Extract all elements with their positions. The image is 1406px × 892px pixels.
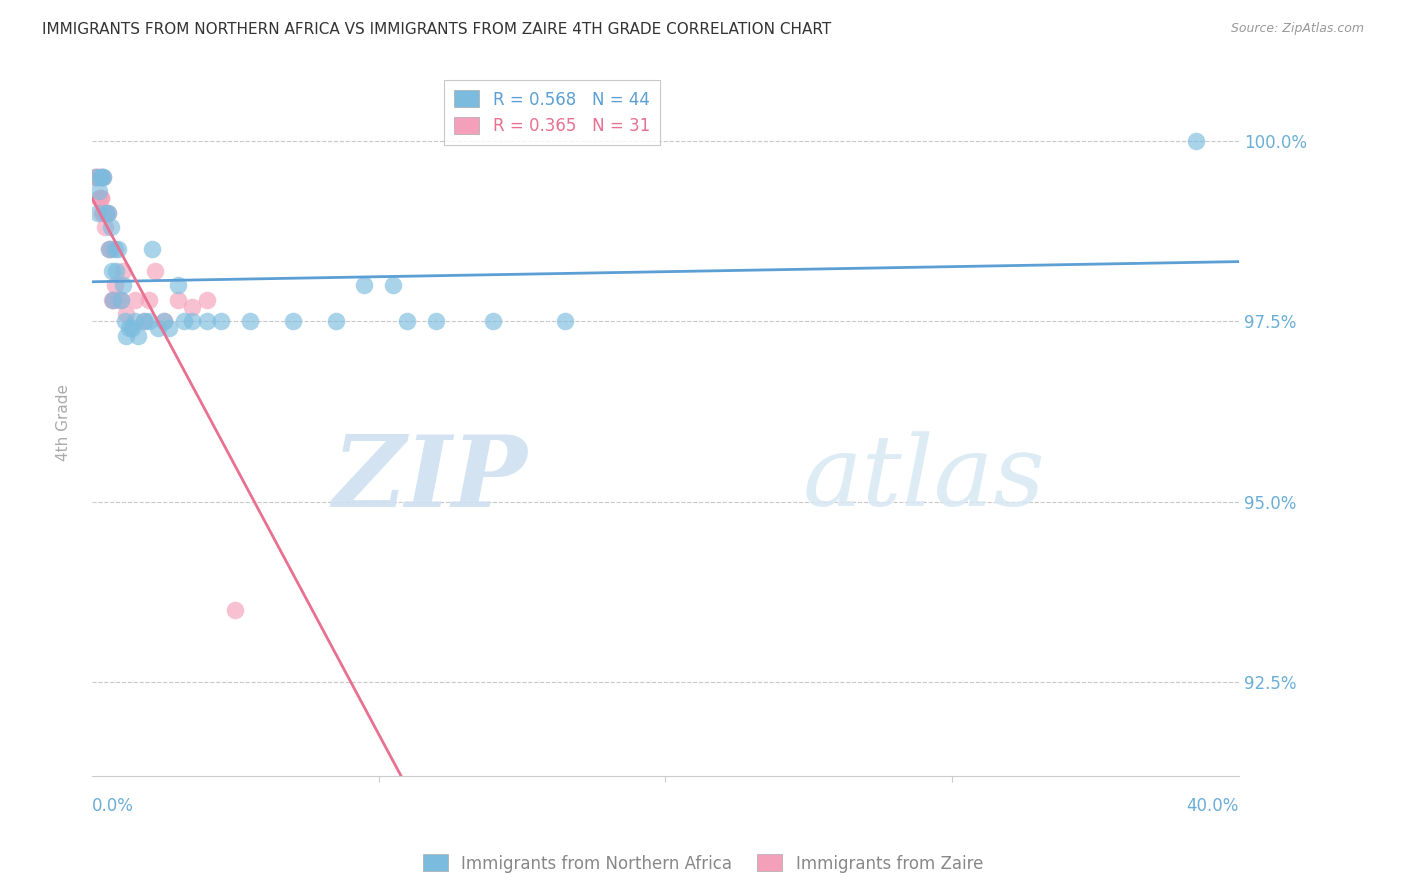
Point xyxy=(195,314,218,328)
Text: 4th Grade: 4th Grade xyxy=(56,384,70,461)
Point xyxy=(115,328,138,343)
Point xyxy=(93,169,115,184)
Point xyxy=(104,278,127,293)
Text: atlas: atlas xyxy=(803,431,1046,526)
Point xyxy=(381,278,404,293)
Point xyxy=(91,169,114,184)
Point xyxy=(89,169,111,184)
Point xyxy=(100,220,122,235)
Text: 40.0%: 40.0% xyxy=(1187,797,1239,815)
Point xyxy=(93,169,115,184)
Point xyxy=(181,300,204,314)
Point xyxy=(98,242,121,256)
Point xyxy=(101,293,124,307)
Text: Source: ZipAtlas.com: Source: ZipAtlas.com xyxy=(1230,22,1364,36)
Point xyxy=(96,206,118,220)
Point xyxy=(110,293,132,307)
Point xyxy=(115,307,138,321)
Point xyxy=(107,293,129,307)
Point xyxy=(97,206,120,220)
Point xyxy=(110,293,132,307)
Point xyxy=(141,242,163,256)
Point xyxy=(107,242,129,256)
Point xyxy=(121,321,143,335)
Point xyxy=(173,314,195,328)
Point xyxy=(87,184,110,198)
Point xyxy=(353,278,375,293)
Point xyxy=(127,328,149,343)
Point xyxy=(112,263,135,277)
Point xyxy=(84,169,107,184)
Text: ZIP: ZIP xyxy=(333,431,527,527)
Point xyxy=(138,293,160,307)
Point xyxy=(89,191,111,205)
Point xyxy=(157,321,180,335)
Point xyxy=(132,314,155,328)
Point xyxy=(98,242,121,256)
Point xyxy=(209,314,232,328)
Point xyxy=(101,263,124,277)
Point xyxy=(239,314,262,328)
Point xyxy=(146,321,169,335)
Point xyxy=(167,278,190,293)
Point xyxy=(1184,134,1206,148)
Point xyxy=(114,314,136,328)
Point xyxy=(132,314,155,328)
Point xyxy=(96,206,118,220)
Point xyxy=(86,206,108,220)
Point xyxy=(91,206,114,220)
Point xyxy=(84,169,107,184)
Point xyxy=(97,206,120,220)
Point xyxy=(224,603,246,617)
Point xyxy=(105,263,128,277)
Point xyxy=(104,242,127,256)
Text: IMMIGRANTS FROM NORTHERN AFRICA VS IMMIGRANTS FROM ZAIRE 4TH GRADE CORRELATION C: IMMIGRANTS FROM NORTHERN AFRICA VS IMMIG… xyxy=(42,22,831,37)
Point xyxy=(89,169,111,184)
Point xyxy=(124,314,146,328)
Text: 0.0%: 0.0% xyxy=(91,797,134,815)
Point xyxy=(100,242,122,256)
Point xyxy=(281,314,304,328)
Point xyxy=(325,314,347,328)
Point xyxy=(167,293,190,307)
Point xyxy=(138,314,160,328)
Point xyxy=(94,220,117,235)
Point xyxy=(91,206,114,220)
Point xyxy=(118,321,141,335)
Point xyxy=(482,314,505,328)
Point xyxy=(124,293,146,307)
Point xyxy=(195,293,218,307)
Point xyxy=(152,314,174,328)
Point xyxy=(181,314,204,328)
Point xyxy=(83,169,105,184)
Point xyxy=(152,314,174,328)
Point xyxy=(425,314,447,328)
Legend: Immigrants from Northern Africa, Immigrants from Zaire: Immigrants from Northern Africa, Immigra… xyxy=(416,847,990,880)
Point xyxy=(86,169,108,184)
Point xyxy=(396,314,419,328)
Point xyxy=(103,293,125,307)
Point xyxy=(87,191,110,205)
Point xyxy=(143,263,166,277)
Legend: R = 0.568   N = 44, R = 0.365   N = 31: R = 0.568 N = 44, R = 0.365 N = 31 xyxy=(444,80,659,145)
Point xyxy=(112,278,135,293)
Point xyxy=(90,191,112,205)
Point xyxy=(554,314,576,328)
Point xyxy=(103,293,125,307)
